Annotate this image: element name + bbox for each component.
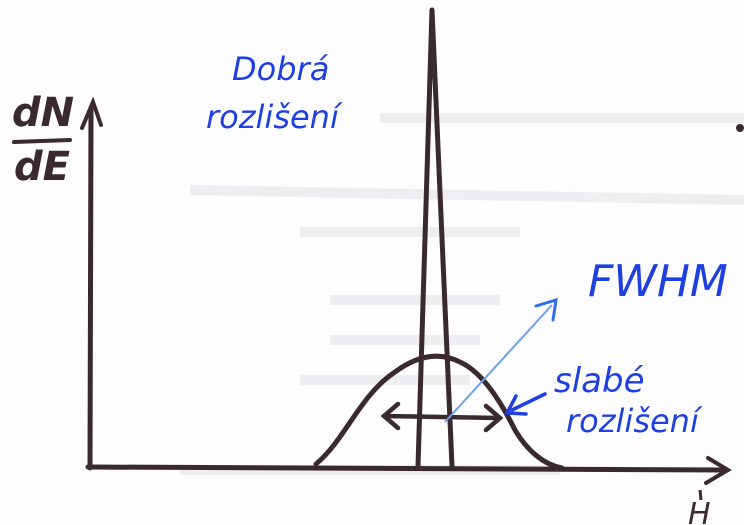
bad-resolution-arrowhead xyxy=(504,394,528,416)
x-axis xyxy=(85,464,727,473)
y-axis xyxy=(87,107,94,471)
bad-resolution-label-line1: slabé xyxy=(554,361,645,401)
x-axis-label: H xyxy=(688,497,711,525)
x-axis-arrowhead xyxy=(704,456,732,485)
bad-resolution-label-line2: rozlišení xyxy=(566,402,703,440)
fwhm-label: FWHM xyxy=(588,256,728,307)
fwhm-left-arrowhead xyxy=(380,401,401,431)
x-axis-tick xyxy=(698,489,703,501)
fwhm-right-arrowhead xyxy=(483,403,504,433)
ink-dot xyxy=(736,124,744,132)
broad-peak xyxy=(313,353,565,471)
good-resolution-label-line2: rozlišení xyxy=(206,98,343,136)
y-label-fraction-bar xyxy=(12,138,72,144)
y-axis-arrowhead xyxy=(80,96,103,130)
good-resolution-label-line1: Dobrá xyxy=(232,50,329,88)
fwhm-pointer-arrowhead xyxy=(534,297,558,322)
fwhm-pointer-line xyxy=(444,304,553,423)
y-axis-label-numerator: dN xyxy=(12,90,74,136)
narrow-peak xyxy=(415,7,455,469)
bad-resolution-pointer xyxy=(510,392,547,412)
y-axis-label-denominator: dE xyxy=(14,144,70,190)
fwhm-width-line xyxy=(381,413,503,421)
